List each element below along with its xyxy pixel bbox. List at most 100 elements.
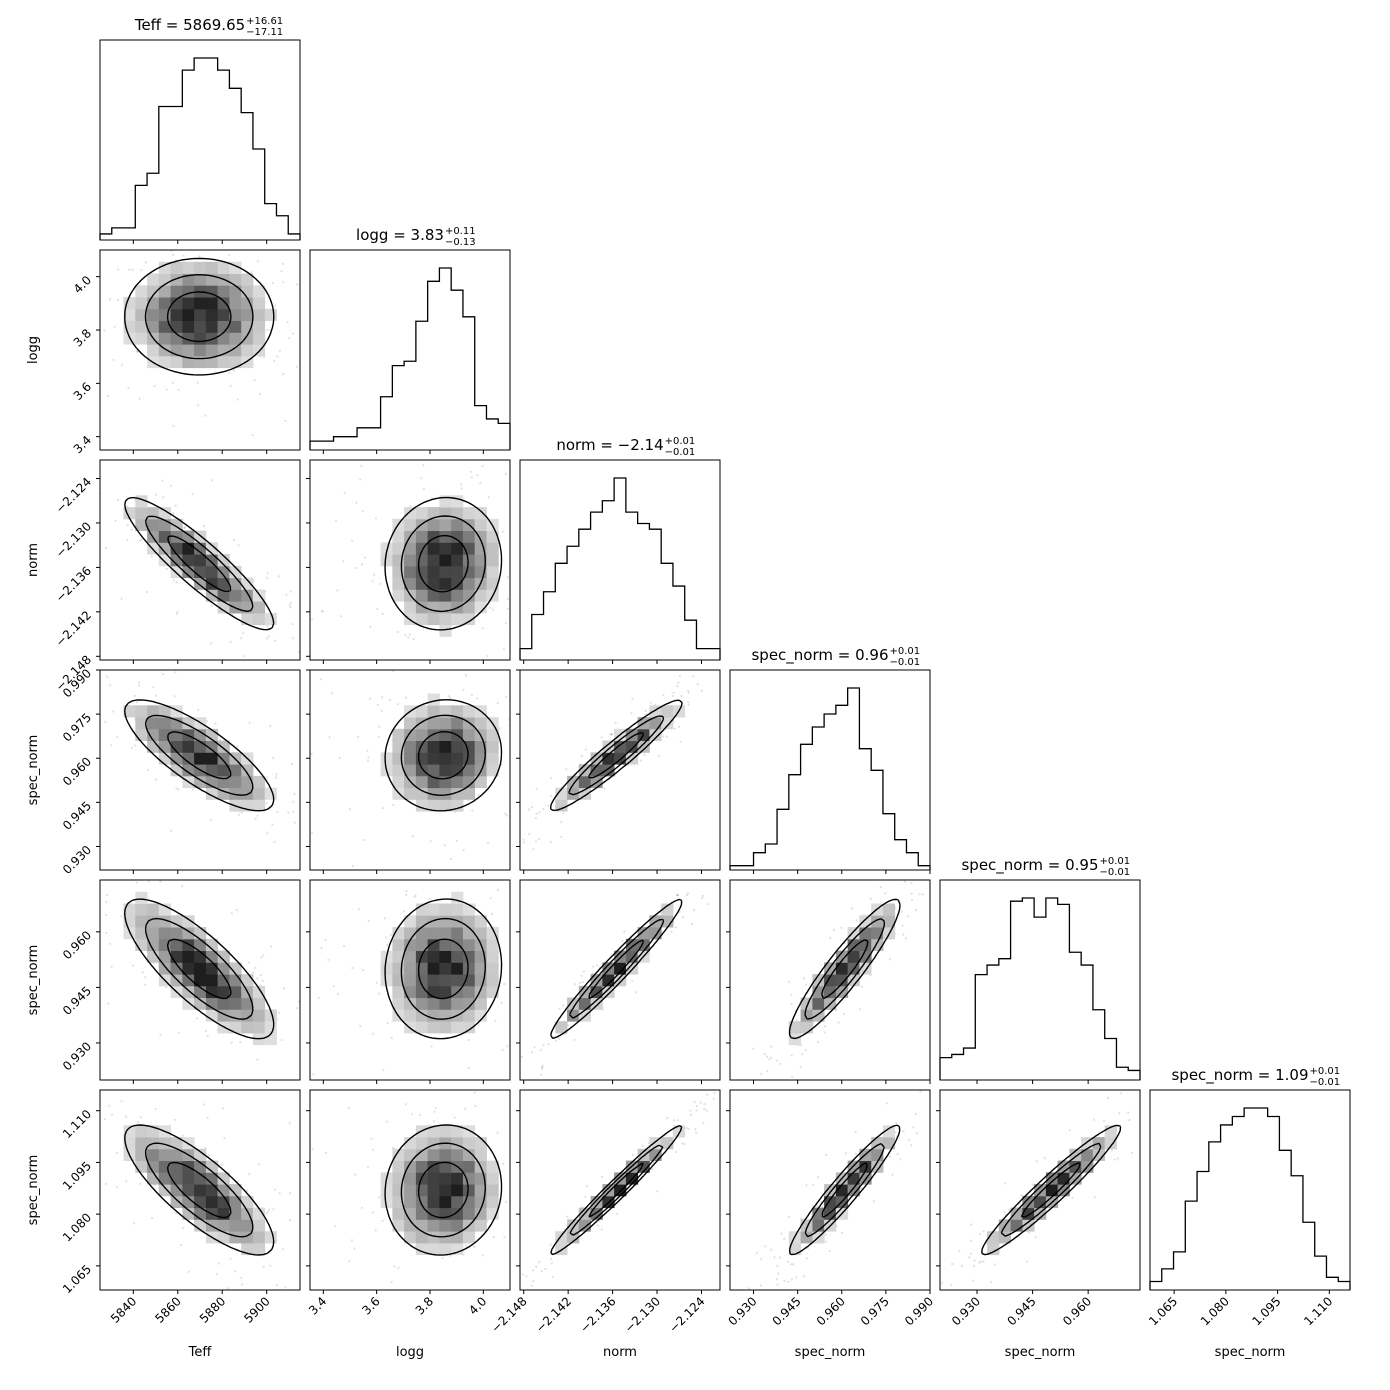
density-bin xyxy=(170,261,183,274)
scatter-point xyxy=(901,924,904,927)
density-bin xyxy=(987,1231,1000,1244)
density-bin xyxy=(415,938,429,951)
density-bin xyxy=(147,717,160,730)
scatter-point xyxy=(181,885,184,888)
scatter-point xyxy=(321,610,324,613)
scatter-point xyxy=(115,1186,119,1189)
scatter-point xyxy=(692,675,695,678)
density-bin xyxy=(217,554,230,567)
scatter-point xyxy=(695,1131,698,1134)
density-bin xyxy=(241,1021,254,1034)
density-bin xyxy=(158,554,171,567)
scatter-point xyxy=(982,1230,985,1233)
scatter-point xyxy=(172,424,175,427)
scatter-point xyxy=(204,414,207,417)
scatter-point xyxy=(804,1049,807,1052)
panel-content xyxy=(752,880,924,1078)
density-bin xyxy=(462,1160,476,1173)
density-bin xyxy=(439,962,452,975)
scatter-point xyxy=(1027,1231,1030,1234)
scatter-point xyxy=(685,1126,688,1130)
density-bin xyxy=(439,799,452,812)
density-bin xyxy=(859,1160,872,1173)
density-bin xyxy=(205,285,219,298)
density-bin xyxy=(404,962,417,975)
scatter-point xyxy=(611,732,614,736)
scatter-point xyxy=(907,1139,911,1142)
scatter-point xyxy=(162,496,165,499)
density-bin xyxy=(217,740,230,753)
contour-line xyxy=(1000,1142,1102,1237)
scatter-point xyxy=(390,1036,393,1040)
scatter-point xyxy=(641,1144,644,1147)
density-bin xyxy=(252,308,266,321)
scatter-point xyxy=(191,788,195,791)
scatter-point xyxy=(770,1248,773,1251)
scatter-point xyxy=(170,484,173,487)
scatter-point xyxy=(487,841,490,845)
y-tick-label: 1.065 xyxy=(60,1262,94,1296)
scatter-point xyxy=(112,710,115,713)
density-bin xyxy=(135,308,148,321)
scatter-point xyxy=(120,1100,123,1103)
density-bin xyxy=(217,752,230,765)
scatter-point xyxy=(699,1101,702,1104)
scatter-point xyxy=(103,329,106,332)
scatter-point xyxy=(378,992,381,995)
scatter-point xyxy=(501,530,504,533)
density-bin xyxy=(462,938,476,951)
scatter-point xyxy=(487,496,491,499)
density-bin xyxy=(462,997,476,1010)
contours xyxy=(124,898,275,1040)
density-bin xyxy=(1022,1219,1035,1232)
panel-frame xyxy=(309,879,511,1081)
panel-frame xyxy=(729,879,931,1081)
scatter-point xyxy=(884,892,887,895)
scatter-point xyxy=(490,913,493,916)
scatter-point xyxy=(145,590,149,594)
density-bin xyxy=(486,938,499,951)
density-bin xyxy=(170,915,183,928)
density-bin xyxy=(182,1195,195,1209)
density-bin xyxy=(182,355,195,369)
scatter-point xyxy=(204,1029,208,1033)
scatter-point xyxy=(968,1256,971,1259)
scatter-point xyxy=(541,1066,544,1069)
y-axis-label: spec_norm xyxy=(26,1155,41,1226)
scatter-point xyxy=(621,940,624,943)
density-bin xyxy=(158,1137,171,1150)
scatter-point xyxy=(278,1011,281,1014)
density-bin xyxy=(486,542,499,555)
density-bin xyxy=(158,332,171,345)
scatter-point xyxy=(176,610,179,614)
scatter-point xyxy=(1092,1118,1096,1121)
scatter-point xyxy=(837,998,840,1002)
density-bin xyxy=(135,705,148,718)
density-bin xyxy=(427,962,440,975)
scatter-point xyxy=(530,1284,534,1287)
scatter-point xyxy=(404,696,407,699)
density-bin xyxy=(462,1207,476,1220)
density-bin xyxy=(415,1184,429,1197)
scatter-point xyxy=(522,838,525,841)
density-bin xyxy=(241,344,254,357)
scatter-point xyxy=(911,898,914,902)
density-bin xyxy=(427,612,440,626)
density-bin xyxy=(170,320,183,333)
scatter-point xyxy=(432,1120,435,1123)
scatter-point xyxy=(687,689,690,692)
density-bin xyxy=(439,985,452,999)
scatter-point xyxy=(319,678,322,681)
scatter-point xyxy=(531,1051,534,1054)
density-bin xyxy=(194,1195,207,1209)
scatter-point xyxy=(159,880,162,883)
density-bin xyxy=(135,915,148,928)
density-bin xyxy=(392,542,405,555)
scatter-point xyxy=(549,1243,552,1246)
scatter-point xyxy=(208,1154,211,1157)
density-bin xyxy=(229,1219,242,1232)
density-bin xyxy=(462,728,476,741)
contours xyxy=(124,257,275,376)
density-bin xyxy=(380,1195,393,1209)
x-tick-label: −2.142 xyxy=(533,1294,574,1335)
